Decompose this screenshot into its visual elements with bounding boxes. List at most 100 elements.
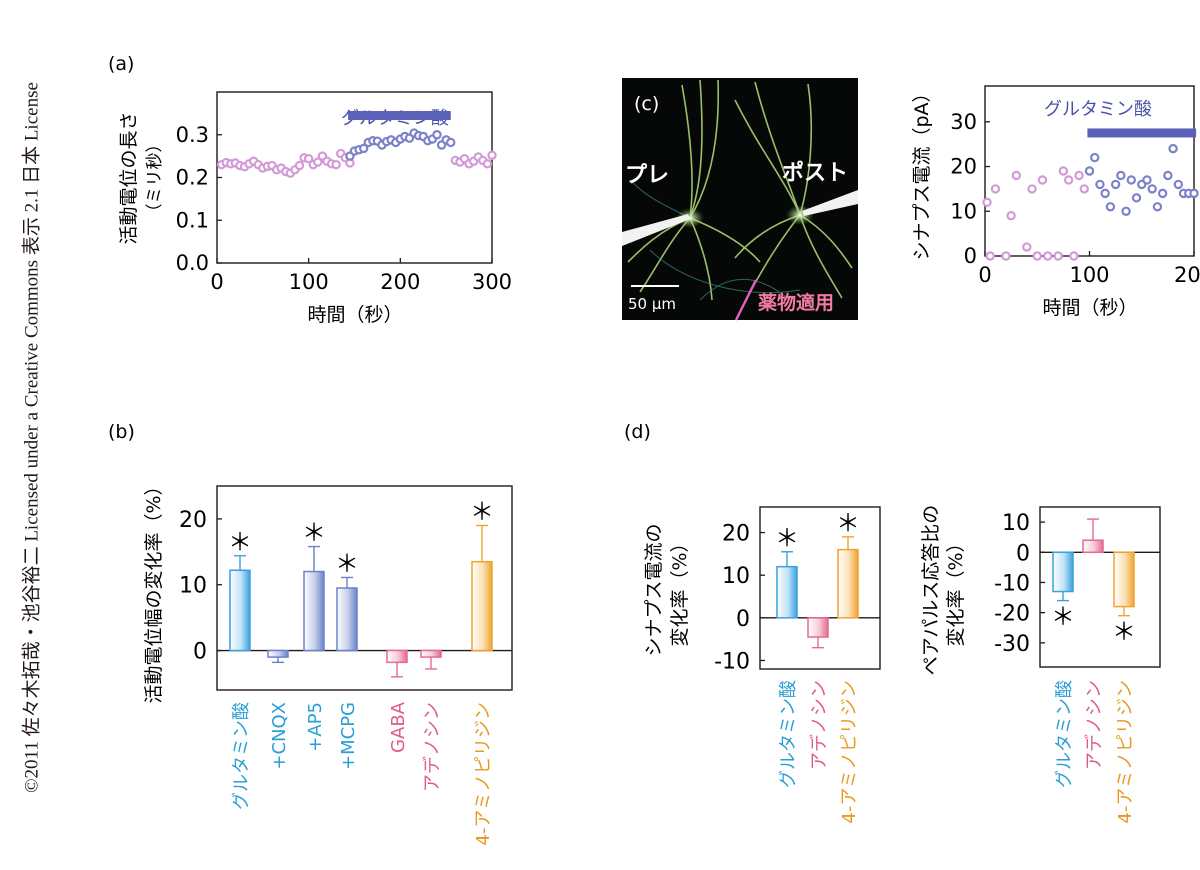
bar (336, 587, 358, 652)
category-label: +CNQX (269, 702, 290, 770)
category-label: 4-アミノピリジン (839, 680, 860, 824)
data-point-before (1074, 170, 1084, 181)
y-tick-label: 10 (1002, 511, 1030, 536)
panel-d2-ylabel-unit: 変化率（%） (945, 533, 967, 646)
data-point-before (1027, 184, 1037, 194)
category-label: グルタミン酸 (231, 702, 252, 810)
bar (471, 560, 493, 652)
bar (303, 570, 325, 652)
bar (1052, 551, 1074, 593)
category-label: アデノシン (422, 702, 443, 792)
data-point-before (1037, 175, 1048, 185)
y-tick-label: 0.0 (176, 251, 209, 275)
panel-a-ylabel-unit: （ミリ秒） (145, 136, 165, 221)
data-point-drug (1131, 193, 1142, 203)
panel-d1-chart: シナプス電流の 変化率（%） -10 0 10 20 ＊ グルタミン酸 アデノシン ＊ 4-アミ… (643, 506, 881, 824)
panel-b-ylabel: 活動電位幅の変化率（%） (143, 476, 165, 703)
significance-star: ＊ (1051, 603, 1075, 631)
pre-label: プレ (625, 163, 669, 188)
y-tick-label: 10 (722, 564, 750, 589)
data-point-before (1032, 251, 1042, 261)
data-point-drug (1157, 188, 1168, 199)
x-tick-label: 100 (289, 270, 329, 294)
x-tick-label: 100 (1069, 263, 1109, 287)
bar (837, 548, 859, 619)
post-pipette (802, 190, 858, 216)
y-tick-label: -30 (994, 632, 1030, 657)
y-tick-label: 30 (950, 110, 977, 134)
data-point-before (313, 157, 323, 167)
data-point-before (985, 251, 995, 261)
data-point-drug (446, 137, 456, 148)
data-point-before (1063, 175, 1074, 185)
data-point-drug (1126, 175, 1137, 185)
panel-d-label: (d) (624, 421, 651, 443)
category-label: +AP5 (305, 702, 326, 752)
bar (1113, 551, 1135, 608)
panel-c-chart: シナプス電流（pA） 時間（秒） グルタミン酸 0 100 200 0 10 20 30 (911, 83, 1200, 319)
panel-b-label: (b) (108, 421, 135, 443)
panel-d1-frame (759, 506, 881, 670)
category-label: +MCPG (338, 702, 359, 770)
bar (267, 649, 289, 658)
data-point-drug (1110, 179, 1121, 190)
drug-application-bar (1087, 128, 1197, 138)
category-label: グルタミン酸 (778, 680, 799, 788)
panel-d1-ylabel-unit: 変化率（%） (669, 533, 691, 646)
panel-a-xlabel: 時間（秒） (307, 304, 402, 326)
data-point-drug (1147, 184, 1157, 194)
drug-pipette (734, 279, 758, 321)
pre-pipette (622, 214, 690, 246)
neuron-micrograph: (c) プレ ポスト 50 μm 薬物適用 (622, 78, 858, 321)
significance-star: ＊ (302, 519, 326, 547)
category-label: 4-アミノピリジン (1115, 680, 1136, 824)
data-point-drug (1152, 202, 1163, 212)
y-tick-label: 20 (950, 155, 977, 179)
panel-a-ylabel: 活動電位の長さ (118, 111, 140, 244)
post-neuron-soma (786, 205, 814, 225)
data-point-before (1011, 170, 1022, 181)
panel-b-frame (216, 485, 513, 691)
bar (386, 649, 408, 664)
significance-star: ＊ (470, 497, 494, 525)
x-tick-label: 200 (1174, 263, 1200, 287)
data-point-before (303, 153, 314, 164)
data-point-drug (1095, 179, 1105, 190)
drug-application-label: 薬物適用 (757, 291, 834, 314)
y-tick-label: -10 (994, 571, 1030, 596)
panel-b-chart: 活動電位幅の変化率（%） 0 10 20 ＊ グルタミン酸 +CNQX ＊ +AP5 ＊ +MCP… (143, 476, 513, 846)
data-point-drug (1121, 206, 1131, 216)
category-label: グルタミン酸 (1054, 680, 1075, 788)
significance-star: ＊ (1112, 618, 1136, 646)
data-point-before (294, 160, 305, 171)
drug-application-bar (348, 111, 451, 121)
y-tick-label: 0.2 (176, 166, 209, 190)
significance-star: ＊ (228, 528, 252, 556)
bar (807, 617, 829, 638)
significance-star: ＊ (775, 524, 799, 552)
data-point-before (1079, 184, 1089, 194)
data-point-drug (358, 143, 369, 154)
data-point-before (1053, 251, 1063, 261)
significance-star: ＊ (836, 509, 860, 537)
category-label: アデノシン (1084, 680, 1105, 770)
data-point-drug (432, 130, 442, 140)
post-label: ポスト (782, 160, 848, 186)
y-tick-label: 0.3 (176, 123, 209, 147)
data-point-before (982, 197, 992, 208)
bar (420, 649, 442, 658)
panel-a-chart: 活動電位の長さ （ミリ秒） 時間（秒） グルタミン酸 01002003000.0… (118, 91, 512, 326)
x-tick-label: 0 (978, 263, 991, 287)
y-tick-label: 0 (1016, 541, 1030, 566)
y-tick-label: 10 (950, 199, 977, 223)
y-tick-label: 0 (964, 244, 977, 268)
y-tick-label: 20 (179, 508, 207, 533)
y-tick-label: 20 (722, 522, 750, 547)
y-tick-label: 0 (193, 640, 207, 665)
data-point-before (1042, 251, 1053, 261)
panel-c-drug-label: グルタミン酸 (1044, 99, 1152, 120)
x-tick-label: 300 (472, 270, 512, 294)
data-point-drug (1163, 170, 1173, 181)
bar (1082, 539, 1104, 554)
data-point-before (1058, 166, 1069, 176)
